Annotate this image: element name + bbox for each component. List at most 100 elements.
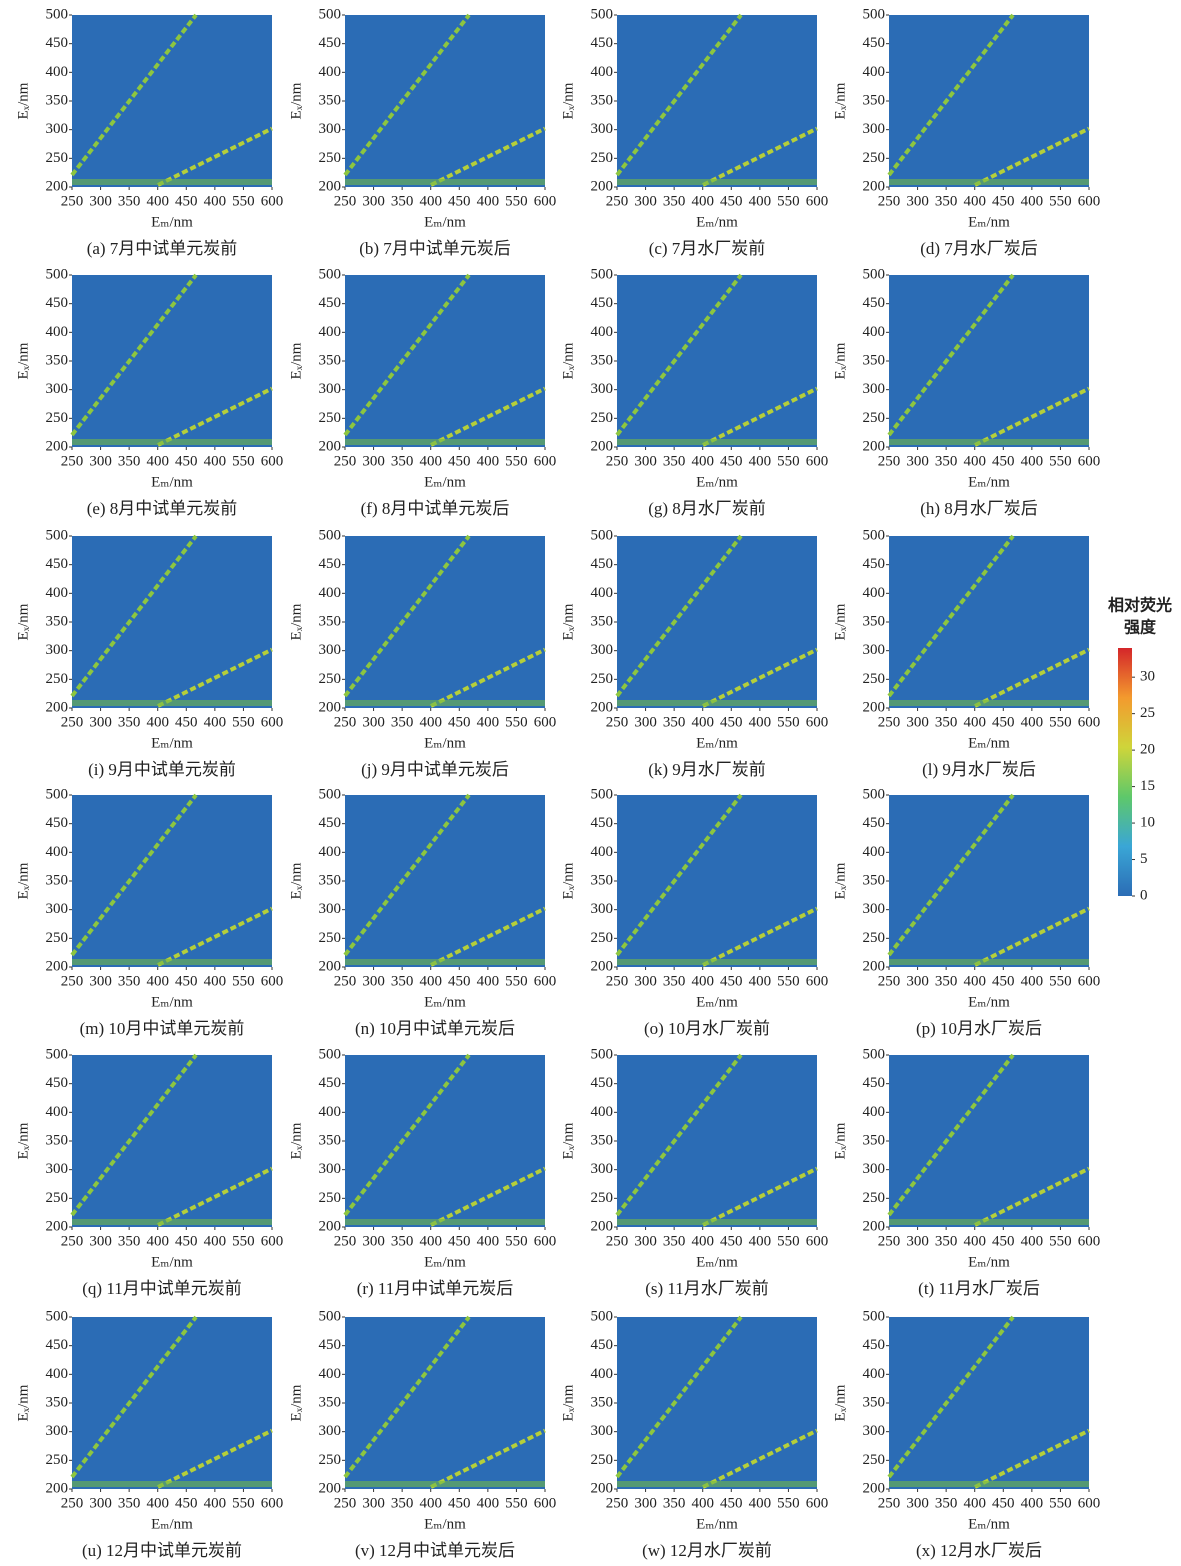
x-axis-label: Eₘ/nm bbox=[968, 1254, 1010, 1270]
scatter-band bbox=[889, 700, 1089, 706]
x-tick-label: 450 bbox=[175, 193, 198, 209]
x-tick-label: 400 bbox=[477, 453, 500, 469]
y-tick-label: 400 bbox=[863, 844, 886, 860]
x-tick-label: 550 bbox=[232, 973, 255, 989]
x-axis-label: Eₘ/nm bbox=[424, 1516, 466, 1532]
y-tick-label: 200 bbox=[319, 958, 342, 974]
y-axis-label: Eₓ/nm bbox=[832, 1384, 848, 1421]
y-tick-label: 250 bbox=[863, 410, 886, 426]
x-tick-label: 300 bbox=[906, 973, 929, 989]
y-tick-label: 400 bbox=[46, 324, 69, 340]
x-tick-label: 300 bbox=[362, 193, 385, 209]
x-tick-label: 400 bbox=[963, 193, 986, 209]
y-tick-label: 350 bbox=[319, 613, 342, 629]
x-tick-label: 300 bbox=[634, 1233, 657, 1249]
y-tick-label: 250 bbox=[319, 1452, 342, 1468]
y-tick-label: 500 bbox=[319, 6, 342, 22]
x-tick-label: 550 bbox=[505, 714, 528, 730]
x-tick-label: 300 bbox=[906, 1233, 929, 1249]
heatmap-field bbox=[72, 15, 272, 187]
y-axis-label: Eₓ/nm bbox=[288, 82, 304, 119]
heatmap-field bbox=[889, 275, 1089, 447]
x-axis-label: Eₘ/nm bbox=[696, 474, 738, 490]
panel-caption: (i) 9月中试单元炭前 bbox=[88, 760, 236, 779]
y-tick-label: 450 bbox=[863, 815, 886, 831]
y-tick-label: 500 bbox=[319, 266, 342, 282]
x-tick-label: 250 bbox=[61, 973, 84, 989]
x-tick-label: 600 bbox=[261, 193, 284, 209]
x-axis-label: Eₘ/nm bbox=[968, 474, 1010, 490]
x-tick-label: 400 bbox=[146, 714, 169, 730]
y-tick-label: 500 bbox=[591, 1046, 614, 1062]
x-tick-label: 600 bbox=[806, 193, 829, 209]
y-tick-label: 350 bbox=[591, 613, 614, 629]
y-tick-label: 400 bbox=[319, 324, 342, 340]
y-tick-label: 200 bbox=[46, 1480, 69, 1496]
x-axis-label: Eₘ/nm bbox=[968, 214, 1010, 230]
x-tick-label: 350 bbox=[391, 1233, 414, 1249]
x-tick-label: 400 bbox=[1021, 1233, 1044, 1249]
y-axis-label: Eₓ/nm bbox=[832, 603, 848, 640]
x-tick-label: 600 bbox=[534, 1495, 557, 1511]
heatmap-field bbox=[889, 15, 1089, 187]
x-tick-label: 450 bbox=[175, 973, 198, 989]
x-tick-label: 400 bbox=[146, 453, 169, 469]
scatter-band bbox=[72, 1481, 272, 1487]
y-tick-label: 400 bbox=[319, 585, 342, 601]
y-tick-label: 500 bbox=[591, 6, 614, 22]
x-tick-label: 350 bbox=[935, 973, 958, 989]
x-tick-label: 400 bbox=[963, 453, 986, 469]
y-tick-label: 450 bbox=[319, 556, 342, 572]
x-tick-label: 400 bbox=[477, 714, 500, 730]
y-tick-label: 250 bbox=[863, 150, 886, 166]
panel-caption: (g) 8月水厂炭前 bbox=[648, 499, 766, 518]
colorbar-tick-label: 20 bbox=[1140, 742, 1155, 758]
x-tick-label: 600 bbox=[1078, 1495, 1101, 1511]
y-tick-label: 350 bbox=[46, 352, 69, 368]
x-tick-label: 400 bbox=[749, 1233, 772, 1249]
y-tick-label: 300 bbox=[46, 1423, 69, 1439]
y-tick-label: 350 bbox=[591, 352, 614, 368]
y-tick-label: 200 bbox=[319, 1480, 342, 1496]
x-tick-label: 550 bbox=[1049, 1233, 1072, 1249]
y-tick-label: 400 bbox=[319, 64, 342, 80]
y-tick-label: 350 bbox=[591, 1132, 614, 1148]
x-axis-label: Eₘ/nm bbox=[696, 994, 738, 1010]
x-tick-label: 400 bbox=[1021, 193, 1044, 209]
y-tick-label: 300 bbox=[591, 381, 614, 397]
colorbar-tick-label: 0 bbox=[1140, 887, 1148, 903]
x-tick-label: 400 bbox=[419, 1495, 442, 1511]
x-tick-label: 400 bbox=[691, 1233, 714, 1249]
x-tick-label: 300 bbox=[89, 714, 112, 730]
x-tick-label: 400 bbox=[963, 1495, 986, 1511]
x-tick-label: 400 bbox=[963, 714, 986, 730]
x-tick-label: 400 bbox=[749, 714, 772, 730]
x-tick-label: 300 bbox=[906, 714, 929, 730]
x-tick-label: 350 bbox=[935, 1233, 958, 1249]
scatter-band bbox=[345, 179, 545, 185]
y-tick-label: 300 bbox=[46, 1161, 69, 1177]
y-tick-label: 500 bbox=[319, 527, 342, 543]
x-tick-label: 600 bbox=[534, 453, 557, 469]
x-tick-label: 400 bbox=[691, 193, 714, 209]
y-tick-label: 400 bbox=[863, 64, 886, 80]
eem-panel: 2503003504004504005506002002503003504004… bbox=[15, 786, 283, 1037]
x-tick-label: 600 bbox=[1078, 453, 1101, 469]
y-tick-label: 250 bbox=[46, 1190, 69, 1206]
y-tick-label: 400 bbox=[591, 1104, 614, 1120]
x-tick-label: 300 bbox=[634, 453, 657, 469]
y-tick-label: 200 bbox=[46, 438, 69, 454]
x-tick-label: 400 bbox=[419, 453, 442, 469]
x-tick-label: 350 bbox=[935, 714, 958, 730]
x-tick-label: 600 bbox=[1078, 1233, 1101, 1249]
x-tick-label: 550 bbox=[777, 1233, 800, 1249]
panel-caption: (q) 11月中试单元炭前 bbox=[82, 1279, 241, 1298]
x-tick-label: 350 bbox=[391, 453, 414, 469]
x-tick-label: 450 bbox=[448, 193, 471, 209]
y-tick-label: 200 bbox=[863, 178, 886, 194]
x-tick-label: 300 bbox=[89, 1495, 112, 1511]
x-tick-label: 350 bbox=[663, 193, 686, 209]
y-tick-label: 350 bbox=[46, 613, 69, 629]
x-axis-label: Eₘ/nm bbox=[696, 735, 738, 751]
scatter-band bbox=[345, 959, 545, 965]
